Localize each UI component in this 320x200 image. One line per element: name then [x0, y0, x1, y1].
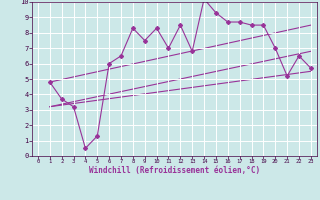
X-axis label: Windchill (Refroidissement éolien,°C): Windchill (Refroidissement éolien,°C) — [89, 166, 260, 175]
